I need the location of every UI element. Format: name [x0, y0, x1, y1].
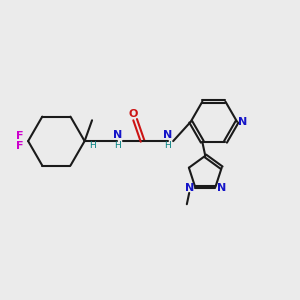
Text: O: O: [129, 109, 138, 119]
Text: N: N: [163, 130, 172, 140]
Text: N: N: [238, 117, 248, 127]
Text: F: F: [16, 131, 24, 141]
Text: N: N: [184, 184, 194, 194]
Text: F: F: [16, 141, 24, 152]
Text: H: H: [90, 141, 96, 150]
Text: H: H: [114, 141, 121, 150]
Text: N: N: [217, 184, 226, 194]
Text: N: N: [113, 130, 122, 140]
Text: H: H: [164, 141, 171, 150]
